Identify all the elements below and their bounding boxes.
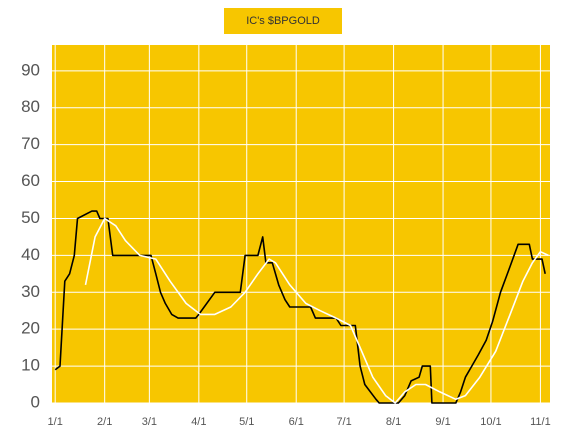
y-tick-label: 70: [21, 134, 40, 153]
y-tick-label: 0: [31, 392, 40, 411]
chart-title: IC's $BPGOLD: [246, 15, 320, 27]
x-tick-label: 2/1: [97, 416, 112, 428]
x-tick-label: 11/1: [530, 416, 551, 428]
y-tick-label: 30: [21, 282, 40, 301]
x-tick-label: 6/1: [289, 416, 304, 428]
series-line: [84, 217, 549, 404]
series-line: [54, 210, 546, 404]
y-tick-label: 60: [21, 171, 40, 190]
x-tick-label: 1/1: [48, 416, 63, 428]
x-tick-label: 10/1: [480, 416, 501, 428]
x-tick-label: 3/1: [142, 416, 157, 428]
y-tick-label: 10: [21, 356, 40, 375]
y-tick-label: 90: [21, 60, 40, 79]
title-box: [224, 8, 342, 34]
x-tick-label: 8/1: [386, 416, 401, 428]
y-tick-label: 20: [21, 319, 40, 338]
y-tick-label: 40: [21, 245, 40, 264]
y-tick-label: 50: [21, 208, 40, 227]
x-tick-label: 7/1: [336, 416, 351, 428]
x-tick-label: 9/1: [435, 416, 450, 428]
x-tick-label: 5/1: [239, 416, 254, 428]
x-tick-label: 4/1: [191, 416, 206, 428]
y-tick-label: 80: [21, 97, 40, 116]
plot-area: [52, 45, 550, 403]
